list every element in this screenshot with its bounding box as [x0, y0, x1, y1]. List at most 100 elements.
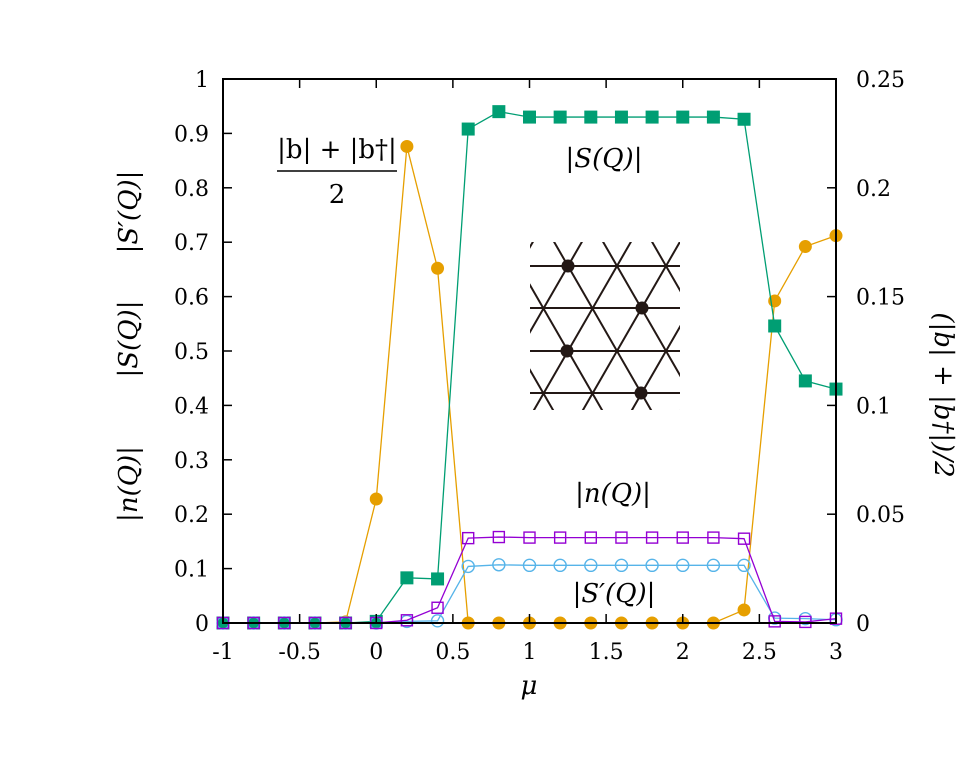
data-point-S	[492, 105, 506, 119]
data-point-S	[584, 110, 598, 124]
lattice-diag-up	[530, 242, 534, 249]
lattice-diag-up	[799, 200, 949, 460]
x-tick-label: 0.5	[435, 640, 470, 665]
lattice-diag-down	[187, 200, 337, 460]
data-point-Sp	[706, 558, 721, 573]
ticks-layer: -1 -0.5 0 0.5 1 1.5 2 2.5 300.10.20.30.40.50.60.…	[174, 68, 905, 665]
x-tick-label: 2	[676, 640, 690, 665]
lattice-diag-up	[309, 200, 459, 460]
annotation-b-denominator: 2	[329, 180, 346, 210]
lattice-diag-up	[630, 324, 680, 410]
x-axis-label: μ	[521, 671, 538, 701]
y-axis-label-left-n: |n(Q)|	[114, 446, 144, 522]
data-point-n	[768, 615, 781, 628]
lattice-site-occupied	[634, 386, 648, 400]
data-point-Sp	[553, 558, 567, 573]
y-tick-label-left: 0.6	[174, 286, 209, 311]
data-point-Sp	[676, 558, 690, 573]
data-point-n	[584, 531, 597, 544]
y-tick-label-right: 0	[856, 612, 870, 637]
data-point-b	[737, 603, 751, 617]
lattice-diag-down	[285, 200, 435, 460]
lattice-diag-down	[553, 242, 653, 410]
lattice-diag-down	[236, 200, 386, 460]
data-point-S	[614, 110, 628, 124]
data-point-n	[431, 601, 444, 614]
data-point-b	[400, 139, 414, 153]
data-point-S	[706, 110, 720, 124]
lattice-diag-down	[530, 283, 604, 410]
y-tick-label-right: 0.05	[856, 503, 905, 528]
data-point-n	[615, 531, 628, 544]
x-tick-label: -0.5	[278, 640, 320, 665]
lattice-diag-up	[532, 242, 632, 410]
y-tick-label-left: 0.3	[174, 449, 209, 474]
data-point-n	[492, 530, 506, 544]
annotation-Sp: |S′(Q)|	[573, 579, 656, 609]
annotation-b-numerator: |b| + |b†|	[277, 135, 397, 165]
series-line-S	[223, 110, 837, 624]
data-point-S	[645, 110, 659, 124]
annotation-n: |n(Q)|	[575, 479, 651, 509]
lattice-diag-down	[138, 200, 288, 460]
y-tick-label-left: 0.8	[174, 177, 209, 202]
data-point-S	[737, 112, 751, 126]
lattice-diag-up	[260, 200, 410, 460]
lattice-diag-up	[0, 200, 67, 460]
data-point-S	[553, 110, 567, 124]
data-point-Sp	[461, 559, 475, 574]
data-point-S	[768, 319, 782, 333]
data-point-S	[798, 374, 812, 388]
lattice-diag-down	[677, 200, 827, 460]
data-point-Sp	[584, 558, 598, 573]
lattice-diag-up	[530, 242, 583, 334]
data-point-S	[523, 110, 536, 124]
data-point-n	[737, 532, 751, 545]
lattice-diag-up	[581, 242, 680, 410]
lattice-diag-up	[0, 200, 18, 460]
y-tick-label-left: 0	[195, 612, 209, 637]
data-point-n	[462, 531, 475, 545]
y-tick-label-left: 0.5	[174, 340, 209, 365]
data-point-n	[707, 531, 720, 544]
data-point-Sp	[430, 614, 445, 628]
y-tick-label-left: 0.9	[174, 122, 209, 147]
lattice-site-occupied	[635, 301, 649, 315]
annotation-S: |S(Q)|	[566, 144, 643, 174]
lattice-diag-down	[383, 200, 533, 460]
series-b	[216, 139, 843, 630]
data-point-S	[676, 110, 690, 124]
y-tick-label-left: 0.1	[174, 558, 209, 583]
series-line-b	[223, 146, 837, 624]
x-tick-label: 2.5	[742, 640, 777, 665]
y-tick-label-right: 0.2	[856, 177, 891, 202]
y-tick-label-left: 0.2	[174, 503, 209, 528]
x-tick-label: 3	[829, 640, 843, 665]
data-point-S	[461, 122, 475, 136]
y-axis-label-left-Sp: |S′(Q)|	[114, 171, 144, 254]
x-tick-label: -1	[212, 640, 233, 665]
y-axis-label-left-S: |S(Q)|	[114, 301, 144, 378]
lattice-diag-down	[775, 200, 925, 460]
lattice-diag-down	[602, 242, 680, 378]
lattice-site-occupied	[560, 344, 574, 358]
data-point-Sp	[645, 558, 659, 573]
y-axis-label-right: (|b| + |b†|)/2	[928, 312, 958, 477]
lattice-diag-down	[651, 242, 680, 293]
data-point-n	[523, 531, 536, 544]
x-tick-label: 1.5	[589, 640, 624, 665]
y-tick-label-right: 0.25	[856, 68, 905, 93]
lattice-lines	[0, 200, 949, 460]
data-point-n	[400, 614, 414, 627]
y-tick-label-left: 0.7	[174, 231, 209, 256]
data-point-Sp	[737, 558, 751, 573]
data-point-Sp	[492, 558, 506, 572]
x-tick-label: 1	[523, 640, 537, 665]
lattice-diag-up	[211, 200, 361, 460]
lattice-diag-up	[0, 200, 116, 460]
triangular-lattice-inset	[0, 200, 949, 460]
data-point-b	[798, 240, 812, 254]
lattice-diag-up	[358, 200, 508, 460]
data-point-Sp	[614, 558, 629, 573]
